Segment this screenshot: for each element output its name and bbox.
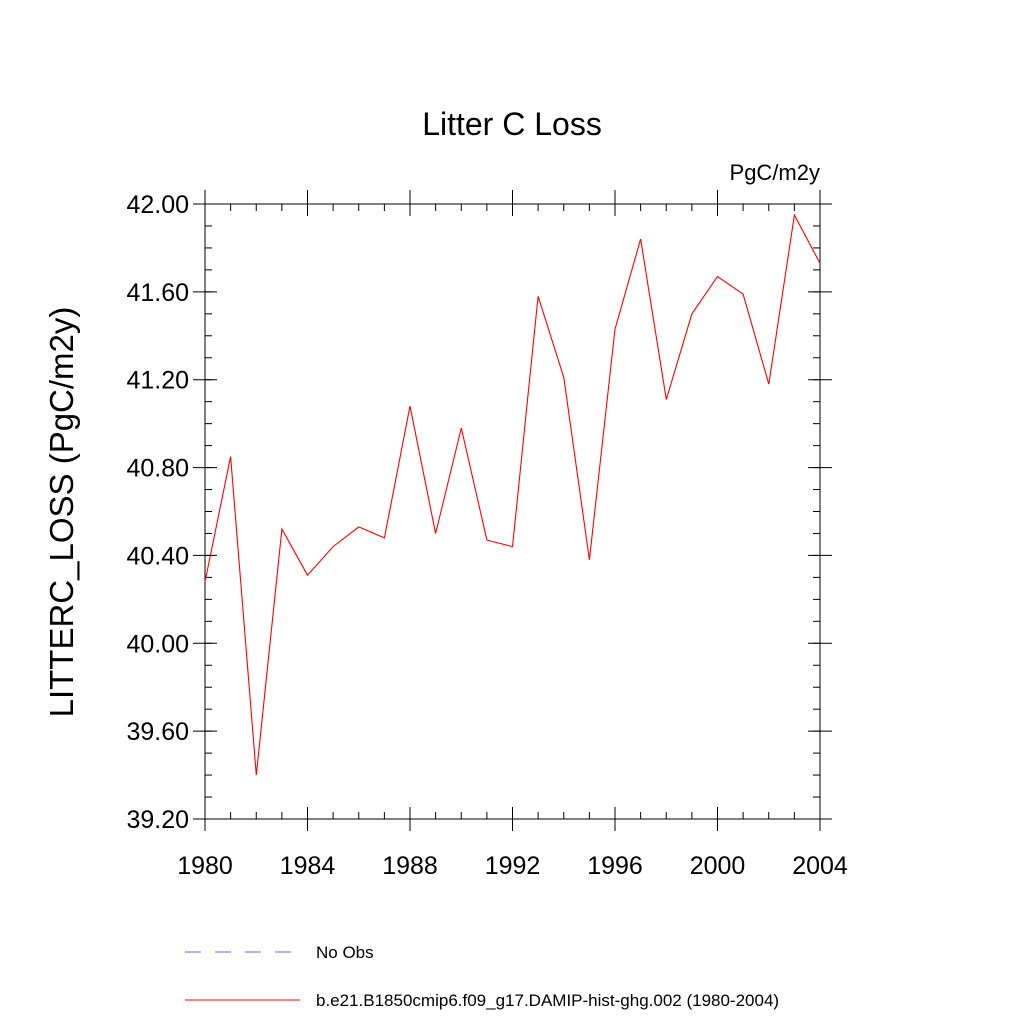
y-tick-label: 42.00 [126,191,189,219]
y-tick-label: 39.20 [126,806,189,834]
y-tick-label: 41.60 [126,279,189,307]
y-tick-label: 40.00 [126,630,189,658]
y-tick-label: 40.40 [126,542,189,570]
x-tick-label: 1988 [382,852,438,880]
y-axis-label: LITTERC_LOSS (PgC/m2y) [43,307,80,718]
y-tick-label: 40.80 [126,455,189,483]
x-tick-label: 1980 [177,852,233,880]
x-tick-label: 1992 [485,852,541,880]
legend-label: No Obs [316,943,374,962]
plot-frame [204,203,821,820]
data-series [204,213,821,776]
units-label: PgC/m2y [730,160,820,185]
legend: No Obs b.e21.B1850cmip6.f09_g17.DAMIP-his… [185,943,779,1010]
series-line [204,213,821,776]
legend-label: b.e21.B1850cmip6.f09_g17.DAMIP-hist-ghg.… [316,991,779,1010]
x-tick-label: 2004 [792,852,848,880]
x-tick-label: 2000 [690,852,746,880]
chart-title: Litter C Loss [422,106,602,142]
y-tick-label: 39.60 [126,718,189,746]
x-tick-label: 1996 [587,852,643,880]
y-tick-label: 41.20 [126,367,189,395]
x-tick-label: 1984 [280,852,336,880]
axes: 39.20 39.60 40.00 40.40 40.80 41.20 41.60 42.00… [126,190,848,880]
